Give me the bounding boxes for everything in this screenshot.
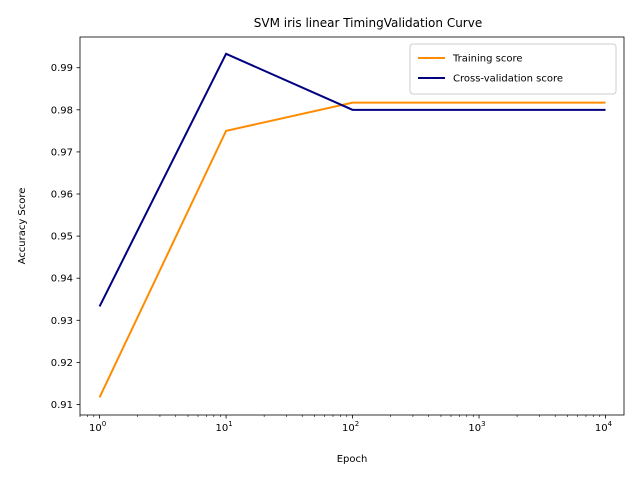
chart-title: SVM iris linear TimingValidation Curve (254, 16, 482, 30)
legend-label-1: Cross-validation score (453, 74, 563, 85)
x-axis: 100 101 102 103 104 (79, 415, 613, 434)
y-tick-label: 0.93 (51, 316, 73, 327)
legend-box (409, 43, 617, 95)
legend-label-0: Training score (452, 54, 523, 65)
x-tick-label: 104 (595, 420, 613, 434)
plot-area-frame (79, 36, 625, 416)
y-tick-label: 0.96 (51, 190, 73, 201)
y-tick-label: 0.95 (51, 232, 73, 243)
x-tick-label: 103 (468, 420, 485, 434)
y-tick-label: 0.91 (51, 400, 73, 411)
y-tick-label: 0.97 (51, 147, 73, 158)
y-tick-label: 0.99 (51, 63, 73, 74)
x-tick-label: 100 (89, 420, 106, 434)
y-tick-label: 0.92 (51, 358, 73, 369)
legend: Training score Cross-validation score (409, 43, 617, 95)
series-line-0 (98, 101, 606, 398)
x-tick-label: 101 (215, 420, 232, 434)
x-tick-label: 102 (342, 420, 359, 434)
series-line-1 (98, 52, 606, 307)
y-tick-label: 0.94 (51, 274, 73, 285)
x-axis-label: Epoch (337, 454, 368, 465)
y-tick-label: 0.98 (51, 105, 73, 116)
y-axis-label: Accuracy Score (17, 188, 28, 265)
y-axis: 0.91 0.92 0.93 0.94 0.95 0.96 0.97 0.98 0.99 (51, 63, 80, 411)
series-layer (98, 52, 606, 398)
